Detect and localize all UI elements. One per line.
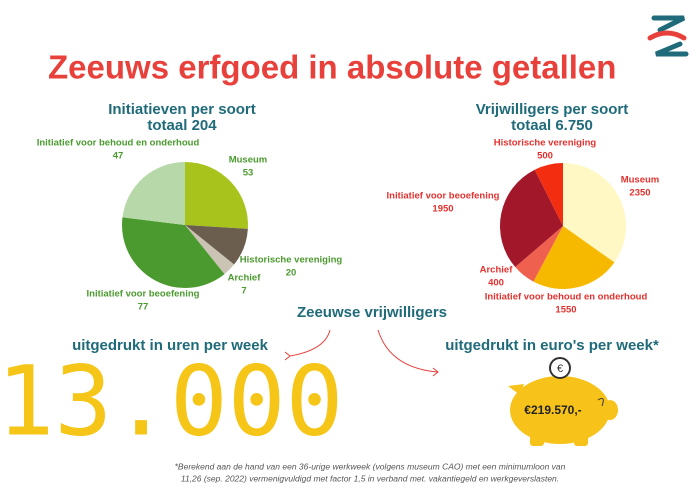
- slice-value: 53: [243, 168, 254, 179]
- logo: [647, 15, 689, 57]
- euros-value: €219.570,-: [524, 403, 581, 417]
- slice-label: Museum: [621, 175, 660, 186]
- slice-value: 1950: [432, 204, 453, 215]
- pie-slice: [122, 217, 225, 288]
- euros-label: uitgedrukt in euro's per week*: [445, 337, 659, 354]
- slice-label: Initiatief voor beoefening: [87, 289, 200, 300]
- pie-slice: [515, 226, 563, 282]
- footnote: 11,26 (sep. 2022) vermenigvuldigd met fa…: [181, 473, 559, 483]
- pie-slice: [533, 226, 615, 289]
- title: Zeeuws erfgoed in absolute getallen: [48, 49, 616, 86]
- slice-value: 47: [113, 151, 124, 162]
- pie-subtitle: totaal 204: [147, 117, 217, 134]
- slice-value: 1550: [555, 305, 576, 316]
- svg-text:€: €: [557, 363, 563, 375]
- arrow: [377, 329, 439, 373]
- slice-label: Museum: [229, 155, 268, 166]
- slice-value: 77: [138, 302, 149, 313]
- slice-value: 500: [537, 151, 553, 162]
- piggy-bank: €: [508, 357, 618, 446]
- pie-slice: [534, 163, 563, 226]
- footnote: *Berekend aan de hand van een 36-urige w…: [175, 461, 566, 471]
- pie-slice: [563, 163, 626, 263]
- hours-label: uitgedrukt in uren per week: [72, 337, 269, 354]
- pie-slice: [185, 225, 248, 265]
- slice-value: 7: [241, 286, 246, 297]
- slice-value: 2350: [629, 188, 650, 199]
- pie-slice: [499, 169, 563, 268]
- slice-value: 20: [286, 268, 297, 279]
- slice-label: Historische vereniging: [240, 255, 343, 266]
- slice-label: Initiatief voor beoefening: [387, 191, 500, 202]
- arrow: [289, 329, 331, 357]
- slice-label: Archief: [228, 273, 262, 284]
- slice-label: Initiatief voor behoud en onderhoud: [485, 292, 648, 303]
- arrow-head: [284, 351, 291, 361]
- hours-value: 13.000: [0, 345, 343, 457]
- slice-value: 400: [488, 278, 504, 289]
- pie-slice: [185, 162, 248, 229]
- slice-label: Archief: [480, 265, 514, 276]
- pie-title: Vrijwilligers per soort: [476, 101, 629, 118]
- heading: Zeeuwse vrijwilligers: [297, 304, 447, 321]
- pie-slice: [122, 162, 185, 225]
- pie-subtitle: totaal 6.750: [511, 117, 593, 134]
- arrow-head: [432, 367, 439, 377]
- slice-label: Initiatief voor behoud en onderhoud: [37, 138, 200, 149]
- slice-label: Historische vereniging: [494, 138, 597, 149]
- pie-slice: [185, 225, 235, 275]
- pie-title: Initiatieven per soort: [108, 101, 256, 118]
